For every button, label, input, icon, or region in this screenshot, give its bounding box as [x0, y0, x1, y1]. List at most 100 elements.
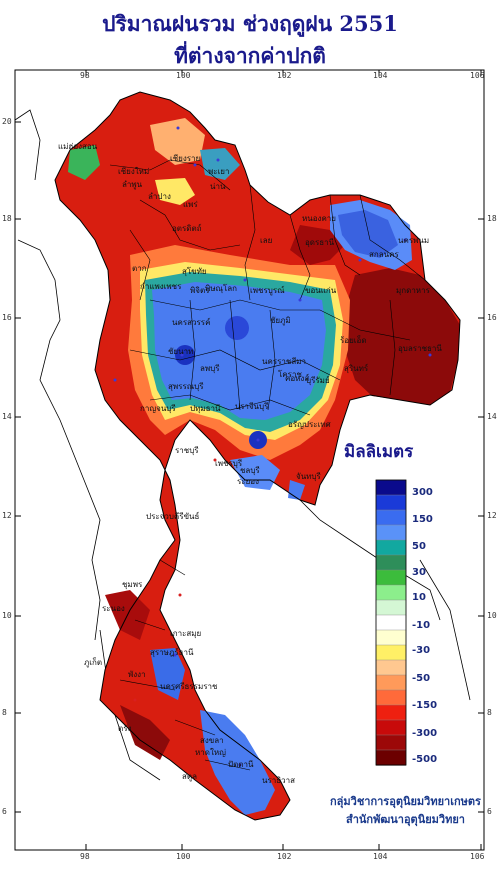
legend-swatch — [375, 539, 407, 556]
top-tick-label: 106 — [470, 71, 485, 80]
right-tick-label: 6 — [487, 807, 492, 816]
city-label: มุกดาหาร — [396, 286, 430, 295]
city-label: สุโขทัย — [182, 267, 207, 276]
city-label: ปราจีนบุรี — [235, 402, 269, 411]
map-subtitle: ที่ต่างจากค่าปกติ — [174, 43, 326, 68]
left-tick-label: 14 — [2, 412, 12, 421]
city-label: ลำพูน — [122, 180, 143, 189]
city-label: ลพบุรี — [200, 364, 220, 373]
city-label: อุดรธานี — [305, 238, 335, 247]
legend-swatch — [375, 494, 407, 511]
city-label: ลำปาง — [148, 192, 171, 201]
city-label: ตาก — [132, 264, 147, 273]
city-label: พิจิตร — [190, 286, 210, 295]
city-label: สุรินทร์ — [344, 364, 369, 373]
city-label: ขอนแก่น — [305, 286, 337, 295]
city-label: หนองคาย — [302, 214, 336, 223]
city-label: เลย — [260, 236, 273, 245]
city-label: ร้อยเอ็ด — [340, 336, 367, 345]
legend-swatch — [375, 614, 407, 631]
city-label: พะเยา — [208, 167, 230, 176]
legend-value-label: 10 — [412, 592, 426, 603]
city-label: โคราช — [278, 370, 302, 379]
legend-swatch — [375, 674, 407, 691]
left-tick-label: 6 — [2, 807, 7, 816]
legend-swatch — [375, 629, 407, 646]
city-label: ระยอง — [237, 477, 259, 486]
city-label: นครราชสีมา — [262, 357, 306, 366]
city-label: กำแพงเพชร — [140, 282, 182, 291]
legend-value-label: -30 — [412, 645, 431, 656]
city-label: บุรีรัมย์ — [306, 376, 330, 385]
city-label: ตรัง — [118, 724, 132, 733]
city-label: ระนอง — [102, 604, 125, 613]
left-tick-label: 20 — [2, 117, 12, 126]
city-label: ชลบุรี — [240, 466, 260, 475]
province-boundaries — [54, 91, 461, 821]
city-label: สุพรรณบุรี — [168, 382, 204, 391]
city-label: นครศรีธรรมราช — [160, 682, 218, 691]
left-tick-label: 8 — [2, 708, 7, 717]
city-label: ชัยนาท — [168, 347, 194, 356]
city-label: ชุมพร — [122, 580, 143, 589]
city-label: จันทบุรี — [296, 472, 321, 481]
city-label: กาญจนบุรี — [140, 404, 176, 413]
city-label: แพร่ — [183, 200, 198, 209]
legend-value-label: 50 — [412, 541, 426, 552]
city-label: นราธิวาส — [262, 776, 296, 785]
city-label: นครสวรรค์ — [172, 318, 211, 327]
city-label: อุตรดิตถ์ — [172, 224, 202, 233]
legend-value-label: -300 — [412, 728, 438, 739]
legend-swatch — [375, 554, 407, 571]
legend-swatch — [375, 479, 407, 496]
right-tick-label: 16 — [487, 313, 497, 322]
city-label: หาดใหญ่ — [195, 748, 226, 757]
legend-swatch — [375, 509, 407, 526]
city-label: คอหงส์ — [285, 374, 310, 383]
legend-swatch — [375, 734, 407, 751]
left-tick-label: 10 — [2, 611, 12, 620]
legend-value-label: 150 — [412, 514, 433, 525]
city-label: เกาะสมุย — [170, 629, 202, 638]
neighbour-outlines — [14, 109, 471, 781]
credit-line-1: กลุ่มวิชาการอุตุนิยมวิทยาเกษตร — [330, 795, 481, 808]
top-tick-label: 100 — [176, 71, 191, 80]
legend-swatch — [375, 644, 407, 661]
city-label: นครพนม — [398, 236, 430, 245]
legend-title: มิลลิเมตร — [344, 442, 414, 462]
city-label: เชียงใหม่ — [118, 167, 150, 176]
station-markers — [113, 126, 432, 767]
frame-ticks — [15, 70, 484, 850]
left-tick-label: 18 — [2, 214, 12, 223]
city-label: พิษณุโลก — [205, 284, 238, 293]
right-tick-label: 10 — [487, 611, 497, 620]
right-tick-label: 12 — [487, 511, 497, 520]
city-label: ปทุมธานี — [190, 404, 221, 413]
legend-swatch — [375, 584, 407, 601]
legend-value-label: 300 — [412, 487, 433, 498]
left-tick-label: 12 — [2, 511, 12, 520]
legend-value-label: -500 — [412, 754, 438, 765]
legend-color-bar — [375, 479, 407, 766]
city-label: แม่ฮ่องสอน — [58, 142, 98, 151]
bottom-tick-label: 102 — [277, 852, 292, 861]
top-tick-label: 104 — [373, 71, 388, 80]
bottom-tick-label: 106 — [470, 852, 485, 861]
city-label: อุบลราชธานี — [398, 344, 442, 353]
legend-value-label: 30 — [412, 567, 426, 578]
city-label: สุราษฎร์ธานี — [150, 648, 194, 657]
legend-swatch — [375, 704, 407, 721]
legend-swatch — [375, 569, 407, 586]
legend-swatch — [375, 749, 407, 766]
legend-swatch — [375, 719, 407, 736]
legend-swatch — [375, 689, 407, 706]
city-label: สกลนคร — [369, 250, 399, 259]
city-label: ภูเก็ต — [84, 658, 103, 667]
legend-swatch — [375, 524, 407, 541]
bottom-tick-label: 100 — [176, 852, 191, 861]
city-label: ชัยภูมิ — [270, 316, 291, 325]
city-label: พังงา — [128, 670, 146, 679]
legend-swatch — [375, 659, 407, 676]
right-tick-label: 14 — [487, 412, 497, 421]
